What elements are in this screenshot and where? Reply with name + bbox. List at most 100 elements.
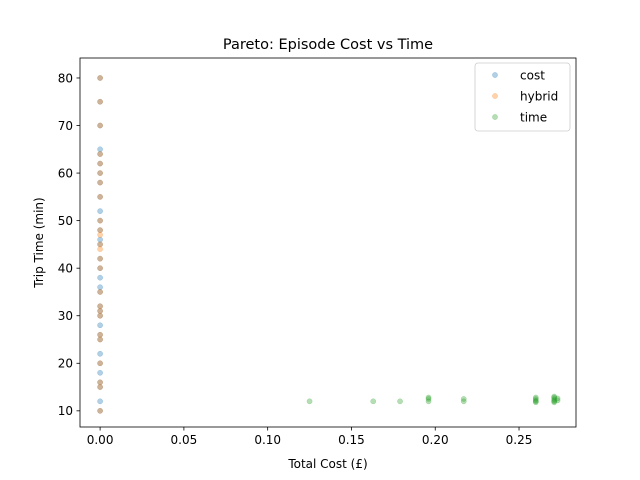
hybrid-point (97, 379, 103, 386)
cost-point (97, 336, 103, 343)
hybrid-point (97, 360, 103, 367)
hybrid-point (97, 336, 103, 343)
time-point (551, 398, 558, 405)
hybrid-point (97, 312, 103, 319)
time-point (551, 394, 558, 401)
legend-label-cost: cost (520, 68, 545, 82)
y-tick-label: 30 (58, 309, 73, 323)
y-tick-label: 80 (58, 71, 73, 85)
cost-point (97, 98, 103, 105)
hybrid-point (97, 217, 103, 224)
plot-area (97, 75, 561, 414)
cost-point (97, 379, 103, 386)
cost-point (97, 75, 103, 81)
hybrid-point (97, 265, 103, 272)
y-axis: 10 20 30 40 50 60 70 80 (58, 71, 80, 418)
time-point (425, 394, 432, 401)
cost-point (97, 331, 103, 338)
y-tick-label: 20 (58, 357, 73, 371)
hybrid-point (97, 75, 103, 81)
y-tick-label: 10 (58, 404, 73, 418)
x-tick-label: 0.10 (254, 433, 281, 447)
cost-point (97, 312, 103, 319)
x-tick-label: 0.15 (338, 433, 365, 447)
hybrid-point (97, 170, 103, 176)
cost-point (97, 217, 103, 224)
time-point (532, 397, 539, 404)
hybrid-point (97, 232, 103, 238)
y-tick-label: 40 (58, 261, 73, 275)
x-tick-label: 0.25 (506, 433, 533, 447)
cost-point (97, 255, 103, 262)
legend: cost hybrid time (474, 62, 571, 132)
time-point (306, 398, 313, 405)
cost-point (97, 122, 103, 129)
x-axis: 0.00 0.05 0.10 0.15 0.20 0.25 (87, 427, 533, 447)
series-time (306, 393, 561, 406)
time-point (551, 396, 558, 402)
time-point (460, 398, 467, 405)
hybrid-point (97, 407, 103, 414)
hybrid-point (97, 384, 103, 390)
time-point (397, 398, 403, 405)
cost-point (97, 289, 103, 295)
cost-point (97, 360, 103, 367)
legend-marker-hybrid (492, 93, 498, 99)
cost-point (97, 398, 103, 405)
hybrid-point (97, 160, 103, 167)
time-point (425, 396, 432, 402)
series-cost (97, 75, 103, 414)
cost-point (97, 208, 103, 214)
hybrid-point (97, 246, 103, 253)
cost-point (97, 241, 103, 248)
hybrid-point (97, 289, 103, 295)
cost-point (97, 274, 103, 281)
x-tick-label: 0.20 (422, 433, 449, 447)
x-axis-title: Total Cost (£) (287, 457, 367, 471)
cost-point (97, 303, 103, 310)
time-point (551, 399, 558, 406)
y-tick-label: 60 (58, 166, 73, 180)
cost-point (97, 146, 103, 153)
cost-point (97, 160, 103, 167)
time-point (460, 396, 467, 402)
cost-point (97, 151, 103, 157)
cost-point (97, 170, 103, 176)
time-point (532, 399, 539, 406)
cost-point (97, 407, 103, 414)
legend-marker-cost (492, 72, 498, 78)
cost-point (97, 179, 103, 186)
cost-point (97, 322, 103, 329)
hybrid-point (97, 194, 103, 200)
legend-label-time: time (520, 110, 547, 124)
time-point (551, 397, 558, 404)
cost-point (97, 265, 103, 272)
y-tick-label: 50 (58, 214, 73, 228)
chart-title: Pareto: Episode Cost vs Time (223, 37, 433, 53)
hybrid-point (97, 179, 103, 186)
hybrid-point (97, 303, 103, 310)
axes-frame (79, 57, 577, 428)
hybrid-point (97, 255, 103, 262)
hybrid-point (97, 98, 103, 105)
x-tick-label: 0.05 (171, 433, 198, 447)
time-point (532, 396, 539, 402)
cost-point (97, 194, 103, 200)
hybrid-point (97, 151, 103, 157)
time-point (551, 393, 558, 400)
y-tick-label: 70 (58, 119, 73, 133)
hybrid-point (97, 331, 103, 338)
time-point (532, 394, 539, 401)
cost-point (97, 284, 103, 291)
time-point (554, 397, 561, 404)
legend-marker-time (492, 114, 498, 120)
x-tick-label: 0.00 (87, 433, 114, 447)
time-point (554, 395, 561, 402)
time-point (532, 398, 539, 405)
cost-point (97, 384, 103, 390)
hybrid-point (97, 122, 103, 129)
legend-box (474, 62, 571, 132)
y-axis-title: Trip Time (min) (32, 197, 46, 288)
cost-point (97, 236, 103, 243)
time-point (425, 398, 432, 405)
